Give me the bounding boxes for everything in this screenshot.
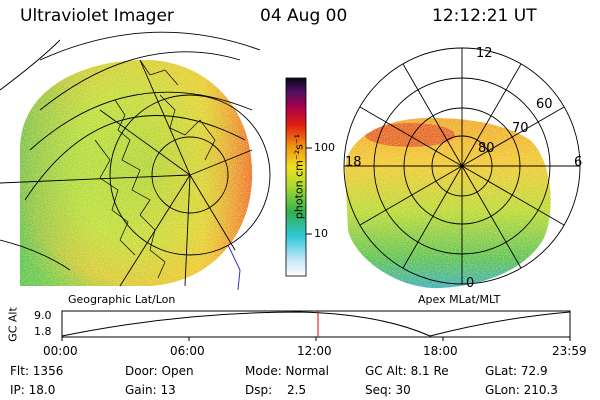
color-bar [285,77,312,277]
mlt-label-12: 12 [476,46,493,61]
mlat-label-70: 70 [512,121,529,136]
colorbar-tick-10: 10 [314,227,328,240]
info-glat: GLat: 72.9 [485,364,548,378]
info-ip: IP: 18.0 [10,383,56,397]
date-label: 04 Aug 00 [260,6,348,26]
info-dsp-value: 2.5 [287,383,307,397]
mlat-label-60: 60 [536,97,553,112]
info-seq: Seq: 30 [365,383,411,397]
info-gain: Gain: 13 [125,383,176,397]
magnetic-image [343,47,581,289]
info-gc-alt: GC Alt: 8.1 Re [365,364,449,378]
right-panel-label: Apex MLat/MLT [418,293,501,306]
info-dsp-label: Dsp: [245,383,273,397]
info-glon: GLon: 210.3 [485,383,558,397]
mlat-label-80: 80 [478,141,495,156]
altitude-plot [61,310,571,341]
alt-xtick-0600: 06:00 [170,344,205,358]
mlt-label-6: 6 [574,155,583,170]
instrument-title: Ultraviolet Imager [20,6,174,26]
alt-xtick-2359: 23:59 [552,344,587,358]
info-mode: Mode: Normal [245,364,329,378]
imager-panels [0,31,581,291]
info-flt: Flt: 1356 [10,364,64,378]
alt-xtick-1200: 12:00 [297,344,332,358]
time-label: 12:12:21 UT [432,6,537,26]
alt-xtick-1800: 18:00 [423,344,458,358]
colorbar-unit-label: photon cm⁻²s⁻¹ [292,133,306,220]
alt-ytick-9: 9.0 [34,309,52,322]
geographic-image [0,31,271,291]
mlt-label-0: 0 [466,276,475,291]
info-door: Door: Open [125,364,194,378]
alt-ytick-1-8: 1.8 [34,325,52,338]
left-panel-label: Geographic Lat/Lon [68,293,176,306]
colorbar-tick-100: 100 [314,141,335,154]
mlt-label-18: 18 [345,155,362,170]
alt-xtick-0000: 00:00 [43,344,78,358]
